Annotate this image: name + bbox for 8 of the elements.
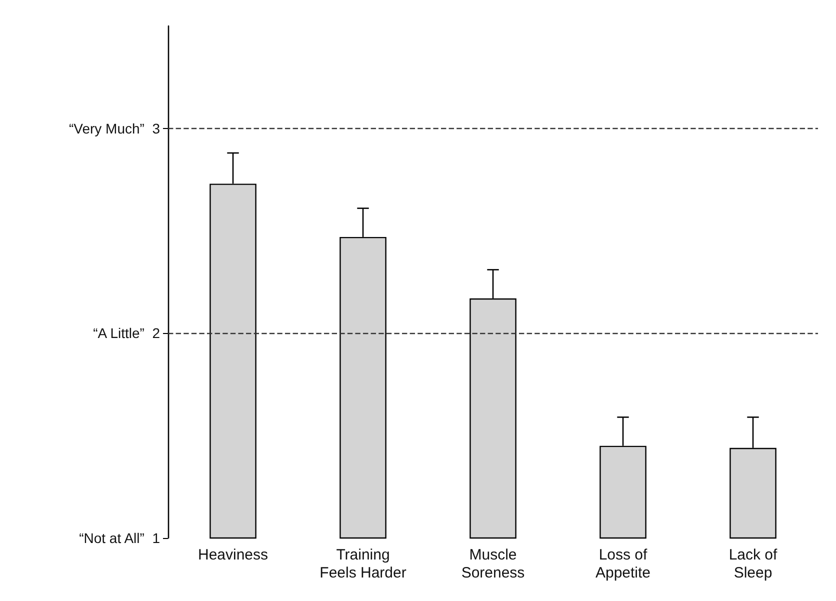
y-tick-label: “Not at All” 1: [79, 530, 160, 546]
x-tick-label: Training Feels Harder: [320, 546, 406, 582]
x-tick-label: Muscle Soreness: [461, 546, 525, 582]
y-tick-label: “Very Much” 3: [68, 120, 160, 136]
x-tick-label: Lack of Sleep: [728, 546, 778, 582]
x-tick-label: Loss of Appetite: [595, 546, 651, 582]
x-tick-label: Heaviness: [198, 546, 268, 564]
y-tick-label: “A Little” 2: [93, 325, 160, 342]
